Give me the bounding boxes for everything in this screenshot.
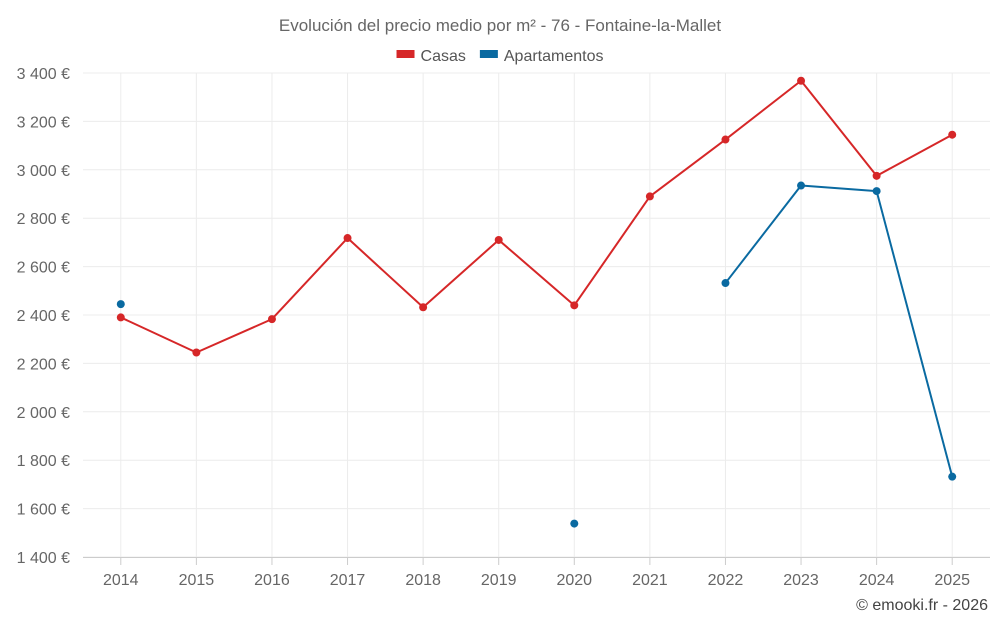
x-tick-label: 2021 — [632, 572, 668, 589]
x-tick-label: 2018 — [405, 572, 441, 589]
credit-text: © emooki.fr - 2026 — [856, 597, 988, 614]
y-tick-label: 2 400 € — [17, 308, 70, 325]
x-tick-label: 2019 — [481, 572, 517, 589]
x-tick-label: 2024 — [859, 572, 895, 589]
y-tick-label: 3 400 € — [17, 66, 70, 83]
legend-swatch — [396, 50, 415, 58]
series-casas — [116, 76, 957, 357]
x-tick-label: 2023 — [783, 572, 819, 589]
legend-item[interactable]: Casas — [396, 48, 466, 65]
series-line-segment — [724, 184, 803, 285]
data-point[interactable] — [872, 187, 881, 196]
legend-swatch — [479, 50, 498, 58]
x-tick-label: 2017 — [330, 572, 366, 589]
data-point[interactable] — [797, 181, 806, 190]
data-point[interactable] — [721, 135, 730, 144]
y-tick-label: 2 800 € — [17, 211, 70, 228]
x-tick-label: 2014 — [103, 572, 139, 589]
data-point[interactable] — [721, 279, 730, 288]
data-point[interactable] — [570, 301, 579, 310]
data-point[interactable] — [419, 303, 428, 312]
data-point[interactable] — [797, 76, 806, 85]
legend-label: Casas — [421, 48, 466, 65]
series-line-segment — [119, 316, 198, 354]
y-tick-label: 2 000 € — [17, 405, 70, 422]
y-tick-label: 1 400 € — [17, 550, 70, 567]
x-tick-label: 2025 — [934, 572, 970, 589]
data-point[interactable] — [872, 171, 881, 180]
series-line-segment — [800, 184, 878, 193]
data-point[interactable] — [267, 315, 276, 324]
series-line-segment — [346, 237, 425, 309]
series-line-segment — [800, 79, 878, 177]
series-group — [116, 76, 957, 528]
series-line-segment — [648, 138, 727, 198]
data-point[interactable] — [570, 519, 579, 528]
y-tick-label: 1 600 € — [17, 502, 70, 519]
series-line-segment — [497, 238, 576, 307]
x-tick-label: 2020 — [556, 572, 592, 589]
series-line-segment — [422, 238, 500, 309]
y-tick-label: 3 000 € — [17, 163, 70, 180]
series-line-segment — [573, 195, 651, 307]
x-tick-label: 2016 — [254, 572, 290, 589]
y-axis: 1 400 € 1 600 € 1 800 € 2 000 € 2 200 € 2 400… — [17, 66, 70, 567]
y-tick-label: 2 600 € — [17, 260, 70, 277]
data-point[interactable] — [948, 130, 957, 139]
y-tick-label: 3 200 € — [17, 114, 70, 131]
x-tick-label: 2015 — [179, 572, 215, 589]
data-point[interactable] — [116, 300, 125, 309]
legend-label: Apartamentos — [504, 48, 604, 65]
data-point[interactable] — [645, 192, 654, 201]
legend-item[interactable]: Apartamentos — [479, 48, 604, 65]
series-line-segment — [270, 237, 349, 321]
grid — [83, 72, 990, 558]
y-tick-label: 1 800 € — [17, 453, 70, 470]
legend[interactable]: Casas Apartamentos — [396, 48, 604, 65]
chart-title: Evolución del precio medio por m² - 76 -… — [279, 16, 721, 35]
data-point[interactable] — [343, 234, 352, 243]
data-point[interactable] — [494, 235, 503, 244]
series-line-segment — [195, 318, 273, 354]
y-tick-label: 2 200 € — [17, 356, 70, 373]
series-line-segment — [875, 190, 954, 478]
series-line-segment — [724, 79, 803, 141]
x-tick-label: 2022 — [708, 572, 744, 589]
data-point[interactable] — [948, 472, 957, 481]
series-line-segment — [875, 133, 954, 177]
data-point[interactable] — [116, 313, 125, 322]
data-point[interactable] — [192, 348, 201, 357]
x-axis: 2014 2015 2016 2017 2018 2019 2020 2021 2022 2023… — [83, 557, 990, 589]
series-apartamentos — [116, 181, 957, 528]
